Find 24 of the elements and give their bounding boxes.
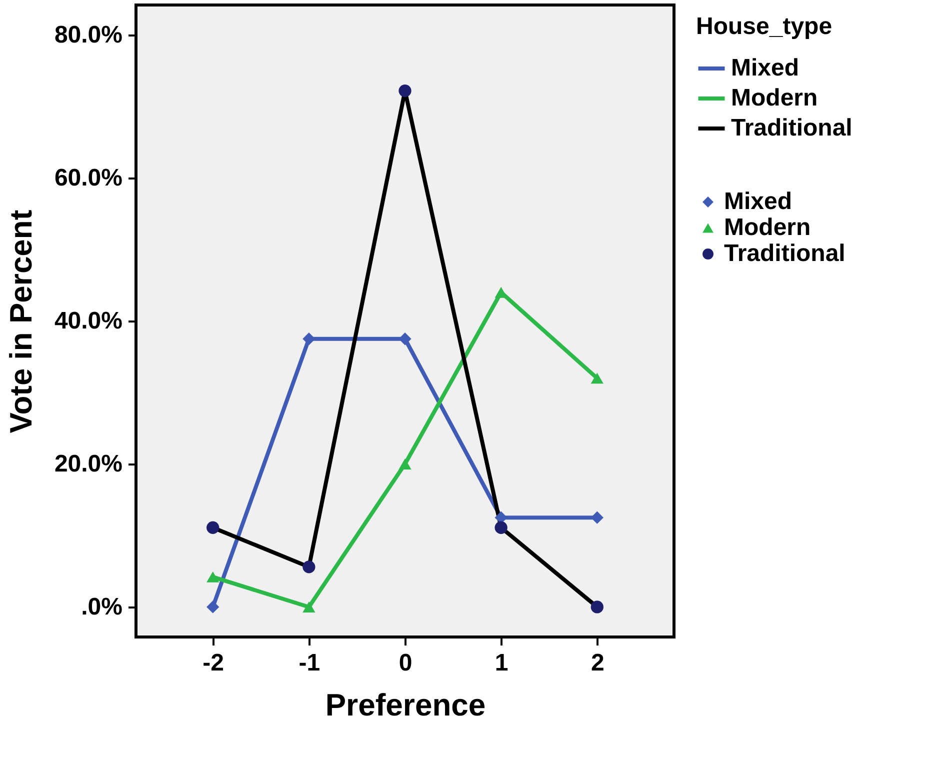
legend-label: Modern	[724, 214, 811, 241]
text: Traditional	[731, 114, 852, 142]
text: Mixed	[731, 54, 800, 82]
y-tick-label: 80.0%	[54, 22, 122, 49]
y-tick-label: .0%	[81, 593, 122, 620]
y-axis-title: Vote in Percent	[3, 210, 38, 434]
y-tick-label: 40.0%	[54, 308, 122, 334]
x-tick-label: 1	[494, 650, 508, 676]
point	[302, 601, 316, 612]
y-tick-label: 20.0%	[54, 450, 122, 478]
x-tick-label: -1	[298, 650, 320, 676]
point	[398, 458, 412, 470]
x-axis-title: Preference	[325, 688, 486, 722]
legend-label: Mixed	[724, 188, 792, 215]
legend-label: Traditional	[724, 240, 846, 267]
point	[590, 372, 604, 384]
y-tick-label: 60.0%	[54, 164, 122, 192]
legend-title: House_type	[696, 13, 832, 40]
x-tick-label: -2	[202, 650, 224, 676]
point	[206, 600, 220, 614]
x-tick-label: 0	[398, 650, 412, 676]
text: Modern	[731, 84, 818, 112]
point	[206, 571, 220, 582]
x-tick-label: 2	[590, 650, 604, 676]
